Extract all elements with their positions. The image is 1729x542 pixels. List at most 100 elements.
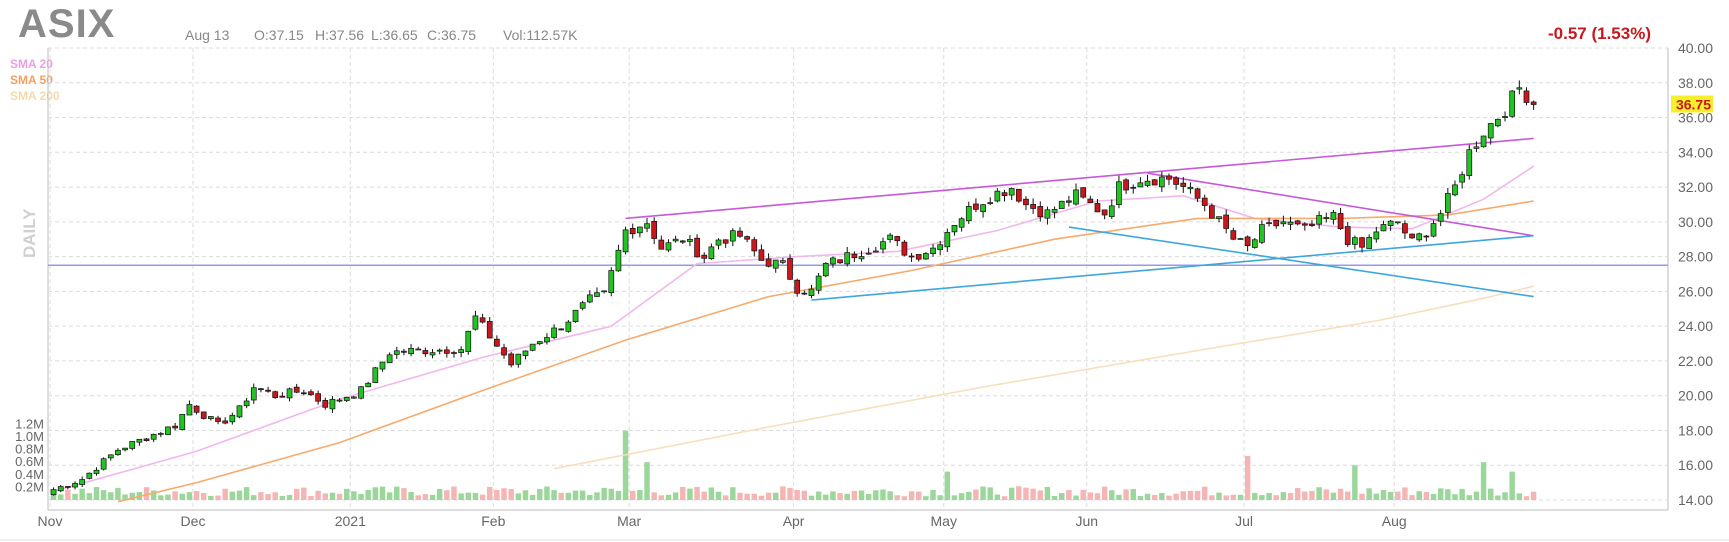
volume-bars — [50, 430, 1537, 500]
volume-bar — [1101, 486, 1108, 500]
volume-bar — [336, 493, 343, 500]
candle-body — [887, 234, 893, 240]
volume-bar — [465, 492, 471, 500]
volume-bar — [1430, 493, 1437, 500]
candle-body — [865, 252, 872, 255]
candle-body — [129, 441, 136, 449]
price-tick-label: 32.00 — [1678, 179, 1713, 195]
candle-body — [1359, 237, 1365, 248]
volume-bar — [208, 495, 214, 500]
volume-bar — [565, 492, 572, 500]
volume-bar — [458, 493, 464, 500]
volume-bar — [1495, 495, 1501, 500]
candle-body — [679, 240, 686, 243]
candle-body — [1352, 237, 1358, 245]
candle-body — [1051, 209, 1058, 213]
candle-body — [536, 341, 543, 345]
volume-bar — [1059, 493, 1065, 500]
legend-sma-50: SMA 50 — [10, 73, 53, 87]
candle-body — [79, 479, 86, 485]
candle-body — [544, 337, 550, 343]
volume-bar — [1216, 492, 1222, 500]
candle-body — [1280, 221, 1287, 225]
candle-body — [479, 317, 486, 323]
candle-body — [629, 227, 636, 235]
volume-bar — [1123, 489, 1129, 500]
volume-bar — [1180, 491, 1186, 500]
candle-body — [379, 361, 386, 370]
candle-body — [494, 338, 500, 347]
volume-bar — [1330, 492, 1337, 500]
volume-bar — [608, 488, 614, 500]
volume-bar — [179, 493, 185, 500]
candle-body — [1116, 181, 1122, 205]
candle-body — [429, 352, 436, 356]
candle-body — [1387, 220, 1394, 226]
volume-bar — [1323, 489, 1329, 500]
candle-body — [1259, 224, 1265, 243]
candle-body — [687, 238, 693, 242]
volume-bar — [1037, 490, 1043, 500]
candle-body — [851, 253, 858, 259]
volume-bar — [1237, 494, 1244, 500]
volume-bar — [558, 492, 564, 500]
candle-body — [994, 190, 1001, 202]
candle-body — [150, 434, 157, 440]
candle-body — [243, 400, 250, 407]
candle-body — [1058, 200, 1065, 209]
candle-body — [822, 263, 829, 277]
price-tick-label: 18.00 — [1678, 422, 1713, 438]
candle-body — [901, 241, 908, 256]
time-tick-label: Jul — [1235, 513, 1253, 529]
candle-body — [894, 236, 901, 242]
candle-body — [965, 206, 972, 222]
volume-bar — [1266, 492, 1272, 500]
volume-bar — [1437, 488, 1444, 500]
volume-bar — [830, 491, 836, 500]
candle-body — [615, 249, 622, 272]
volume-bar — [515, 493, 522, 500]
candle-body — [880, 241, 886, 250]
volume-bar — [1380, 490, 1387, 500]
candle-body — [772, 259, 779, 269]
volume-bar — [672, 492, 679, 500]
price-tick-label: 34.00 — [1678, 144, 1713, 160]
volume-bar — [1402, 487, 1408, 500]
candle-body — [458, 349, 464, 353]
candle-body — [551, 327, 557, 338]
candle-body — [1123, 179, 1129, 191]
candle-body — [215, 417, 221, 422]
volume-bar — [973, 489, 979, 500]
candle-body — [594, 292, 600, 297]
candle-body — [1266, 222, 1272, 225]
candle-body — [1151, 179, 1158, 186]
candle-body — [951, 225, 958, 233]
candle-body — [565, 321, 572, 332]
volume-bar — [1488, 488, 1494, 500]
candle-body — [722, 239, 729, 244]
volume-bar — [429, 494, 436, 500]
candle-body — [250, 387, 257, 401]
candle-body — [115, 449, 121, 455]
candle-body — [923, 253, 929, 260]
candle-body — [701, 254, 708, 259]
volume-bar — [472, 492, 479, 500]
time-tick-label: Nov — [38, 513, 63, 529]
volume-bar — [1159, 492, 1165, 500]
volume-bar — [1352, 465, 1358, 500]
legend-sma-200: SMA 200 — [10, 89, 60, 103]
candle-body — [1001, 192, 1008, 197]
volume-bar — [1030, 488, 1036, 500]
price-tick-label: 16.00 — [1678, 457, 1713, 473]
trendline — [1068, 226, 1534, 298]
candle-body — [107, 454, 114, 459]
time-tick-label: Aug — [1382, 513, 1407, 529]
candle-body — [1173, 177, 1179, 185]
candle-body — [322, 400, 329, 408]
volume-bar — [1223, 495, 1229, 500]
volume-bar — [236, 490, 243, 500]
candle-body — [622, 229, 629, 253]
candle-body — [1216, 216, 1222, 219]
candle-body — [729, 230, 736, 242]
